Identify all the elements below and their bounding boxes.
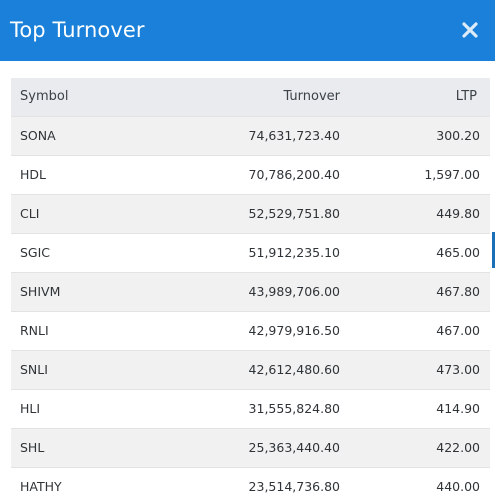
cell-symbol: SNLI	[11, 350, 170, 390]
cell-turnover: 70,786,200.40	[170, 155, 340, 195]
cell-ltp: 300.20	[340, 116, 490, 156]
turnover-table-container: Symbol Turnover LTP SONA 74,631,723.40 3…	[11, 78, 490, 502]
column-header-ltp[interactable]: LTP	[340, 78, 490, 117]
table-row[interactable]: RNLI 42,979,916.50 467.00	[11, 311, 490, 351]
cell-turnover: 52,529,751.80	[170, 194, 340, 234]
column-header-symbol[interactable]: Symbol	[11, 78, 170, 117]
table-header-row: Symbol Turnover LTP	[11, 78, 490, 117]
cell-symbol: SONA	[11, 116, 170, 156]
cell-turnover: 23,514,736.80	[170, 467, 340, 502]
cell-ltp: 467.00	[340, 311, 490, 351]
cell-ltp: 473.00	[340, 350, 490, 390]
table-row[interactable]: SHL 25,363,440.40 422.00	[11, 428, 490, 468]
turnover-table: Symbol Turnover LTP SONA 74,631,723.40 3…	[11, 78, 490, 502]
table-row[interactable]: CLI 52,529,751.80 449.80	[11, 194, 490, 234]
modal-header: Top Turnover	[0, 0, 495, 61]
cell-turnover: 51,912,235.10	[170, 233, 340, 273]
cell-symbol: HATHY	[11, 467, 170, 502]
table-row[interactable]: SGIC 51,912,235.10 465.00	[11, 233, 490, 273]
cell-ltp: 449.80	[340, 194, 490, 234]
cell-turnover: 42,612,480.60	[170, 350, 340, 390]
table-row[interactable]: HATHY 23,514,736.80 440.00	[11, 467, 490, 502]
cell-ltp: 414.90	[340, 389, 490, 429]
cell-symbol: SHIVM	[11, 272, 170, 312]
cell-ltp: 467.80	[340, 272, 490, 312]
cell-symbol: SGIC	[11, 233, 170, 273]
cell-symbol: HDL	[11, 155, 170, 195]
close-icon	[462, 22, 478, 38]
cell-symbol: SHL	[11, 428, 170, 468]
column-header-turnover[interactable]: Turnover	[170, 78, 340, 117]
cell-turnover: 74,631,723.40	[170, 116, 340, 156]
cell-ltp: 440.00	[340, 467, 490, 502]
background-page-edge	[492, 232, 495, 268]
modal-title: Top Turnover	[10, 18, 145, 42]
cell-ltp: 465.00	[340, 233, 490, 273]
cell-ltp: 422.00	[340, 428, 490, 468]
cell-ltp: 1,597.00	[340, 155, 490, 195]
table-row[interactable]: HLI 31,555,824.80 414.90	[11, 389, 490, 429]
cell-turnover: 25,363,440.40	[170, 428, 340, 468]
cell-turnover: 31,555,824.80	[170, 389, 340, 429]
cell-turnover: 43,989,706.00	[170, 272, 340, 312]
table-row[interactable]: SHIVM 43,989,706.00 467.80	[11, 272, 490, 312]
cell-symbol: HLI	[11, 389, 170, 429]
cell-symbol: CLI	[11, 194, 170, 234]
table-row[interactable]: SONA 74,631,723.40 300.20	[11, 116, 490, 156]
table-row[interactable]: HDL 70,786,200.40 1,597.00	[11, 155, 490, 195]
cell-symbol: RNLI	[11, 311, 170, 351]
close-button[interactable]	[461, 21, 479, 39]
cell-turnover: 42,979,916.50	[170, 311, 340, 351]
table-row[interactable]: SNLI 42,612,480.60 473.00	[11, 350, 490, 390]
